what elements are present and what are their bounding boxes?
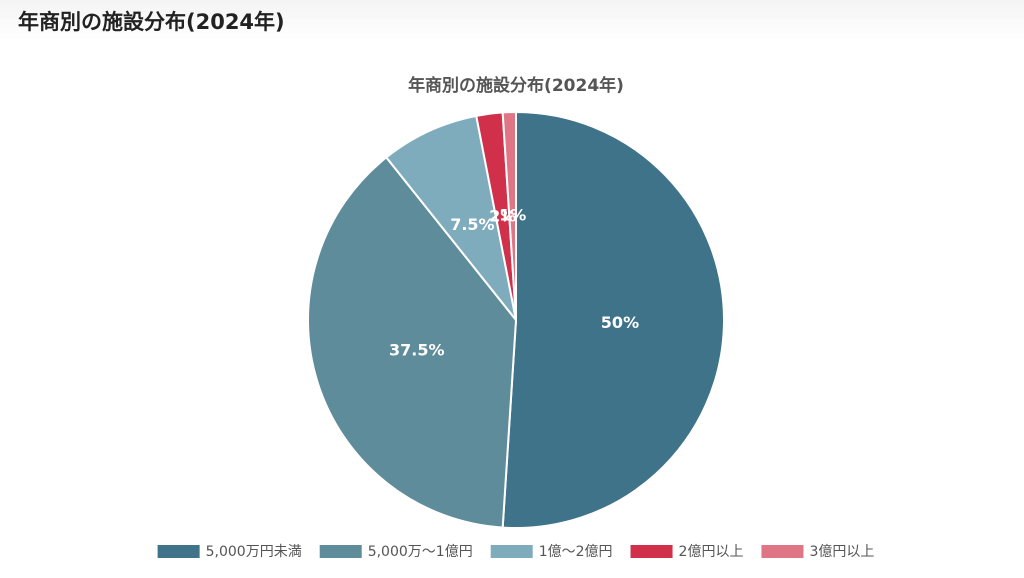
- pie-slice: [501, 110, 517, 321]
- header: 年商別の施設分布(2024年): [0, 0, 1024, 40]
- legend-label: 5,000万円未満: [206, 544, 302, 560]
- slice-label: 2%: [489, 206, 516, 225]
- legend-label: 2億円以上: [679, 544, 744, 560]
- legend-swatch: [319, 545, 362, 558]
- pie-slice: [307, 155, 518, 529]
- legend-swatch: [761, 545, 804, 558]
- pie-slice: [501, 110, 725, 529]
- legend-label: 1億〜2億円: [539, 544, 613, 560]
- legend-swatch: [630, 545, 673, 558]
- legend-swatch: [157, 545, 200, 558]
- page-title: 年商別の施設分布(2024年): [18, 10, 285, 34]
- chart-title: 年商別の施設分布(2024年): [408, 75, 624, 96]
- slice-label: 50%: [601, 313, 639, 332]
- legend-label: 5,000万〜1億円: [368, 544, 473, 560]
- legend-label: 3億円以上: [809, 544, 874, 560]
- legend-swatch: [490, 545, 533, 558]
- slice-label: 1%: [499, 206, 526, 225]
- pie-slice: [384, 114, 517, 321]
- slice-label: 7.5%: [450, 215, 494, 234]
- slice-label: 37.5%: [389, 341, 445, 360]
